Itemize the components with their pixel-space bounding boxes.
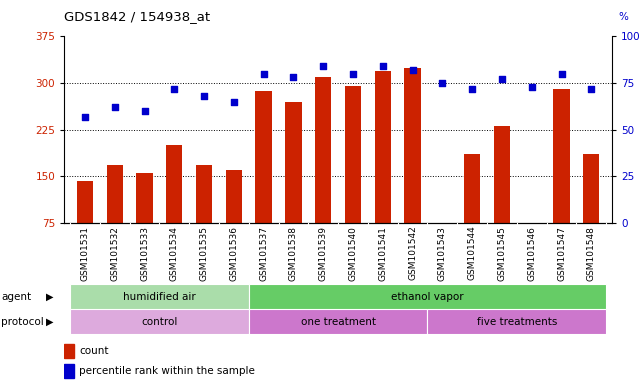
Point bbox=[348, 71, 358, 77]
Text: GSM101546: GSM101546 bbox=[528, 226, 537, 281]
Text: control: control bbox=[141, 316, 178, 327]
Bar bbox=[137, 173, 153, 223]
Bar bbox=[428, 309, 606, 334]
Bar bbox=[64, 364, 74, 378]
Text: GSM101533: GSM101533 bbox=[140, 226, 149, 281]
Point bbox=[378, 63, 388, 70]
Text: %: % bbox=[619, 12, 628, 22]
Bar bbox=[374, 71, 391, 223]
Bar bbox=[249, 284, 606, 309]
Bar bbox=[70, 309, 249, 334]
Point bbox=[408, 67, 418, 73]
Bar bbox=[494, 126, 510, 223]
Point bbox=[229, 99, 239, 105]
Text: GSM101531: GSM101531 bbox=[81, 226, 90, 281]
Text: GSM101536: GSM101536 bbox=[229, 226, 238, 281]
Point bbox=[169, 86, 179, 92]
Point bbox=[497, 76, 507, 83]
Text: GSM101547: GSM101547 bbox=[557, 226, 566, 281]
Text: ethanol vapor: ethanol vapor bbox=[391, 291, 464, 302]
Bar bbox=[64, 344, 74, 358]
Bar bbox=[226, 170, 242, 223]
Text: count: count bbox=[79, 346, 109, 356]
Text: percentile rank within the sample: percentile rank within the sample bbox=[79, 366, 255, 376]
Point bbox=[318, 63, 328, 70]
Text: GSM101544: GSM101544 bbox=[468, 226, 477, 280]
Point bbox=[586, 86, 596, 92]
Bar bbox=[249, 309, 428, 334]
Text: GDS1842 / 154938_at: GDS1842 / 154938_at bbox=[64, 10, 210, 23]
Text: GSM101540: GSM101540 bbox=[349, 226, 358, 281]
Bar bbox=[70, 284, 249, 309]
Text: five treatments: five treatments bbox=[477, 316, 557, 327]
Text: GSM101548: GSM101548 bbox=[587, 226, 595, 281]
Text: GSM101541: GSM101541 bbox=[378, 226, 387, 281]
Bar bbox=[315, 77, 331, 223]
Text: GSM101542: GSM101542 bbox=[408, 226, 417, 280]
Bar bbox=[464, 154, 480, 223]
Bar bbox=[196, 165, 212, 223]
Bar bbox=[583, 154, 599, 223]
Point bbox=[80, 114, 90, 120]
Bar bbox=[553, 89, 570, 223]
Text: GSM101538: GSM101538 bbox=[289, 226, 298, 281]
Text: GSM101535: GSM101535 bbox=[199, 226, 208, 281]
Point bbox=[527, 84, 537, 90]
Bar bbox=[77, 181, 93, 223]
Text: GSM101534: GSM101534 bbox=[170, 226, 179, 281]
Bar bbox=[345, 86, 362, 223]
Text: ▶: ▶ bbox=[46, 316, 54, 327]
Text: agent: agent bbox=[1, 291, 31, 302]
Text: ▶: ▶ bbox=[46, 291, 54, 302]
Point bbox=[437, 80, 447, 86]
Text: GSM101539: GSM101539 bbox=[319, 226, 328, 281]
Point bbox=[556, 71, 567, 77]
Bar bbox=[106, 165, 123, 223]
Point bbox=[110, 104, 120, 110]
Bar bbox=[404, 68, 420, 223]
Text: humidified air: humidified air bbox=[123, 291, 196, 302]
Bar bbox=[285, 102, 302, 223]
Text: GSM101545: GSM101545 bbox=[497, 226, 506, 281]
Text: protocol: protocol bbox=[1, 316, 44, 327]
Point bbox=[288, 74, 299, 81]
Point bbox=[139, 108, 149, 114]
Point bbox=[467, 86, 478, 92]
Bar bbox=[166, 145, 183, 223]
Point bbox=[199, 93, 209, 99]
Text: GSM101537: GSM101537 bbox=[259, 226, 268, 281]
Text: GSM101543: GSM101543 bbox=[438, 226, 447, 281]
Text: one treatment: one treatment bbox=[301, 316, 376, 327]
Bar bbox=[256, 91, 272, 223]
Point bbox=[258, 71, 269, 77]
Text: GSM101532: GSM101532 bbox=[110, 226, 119, 281]
